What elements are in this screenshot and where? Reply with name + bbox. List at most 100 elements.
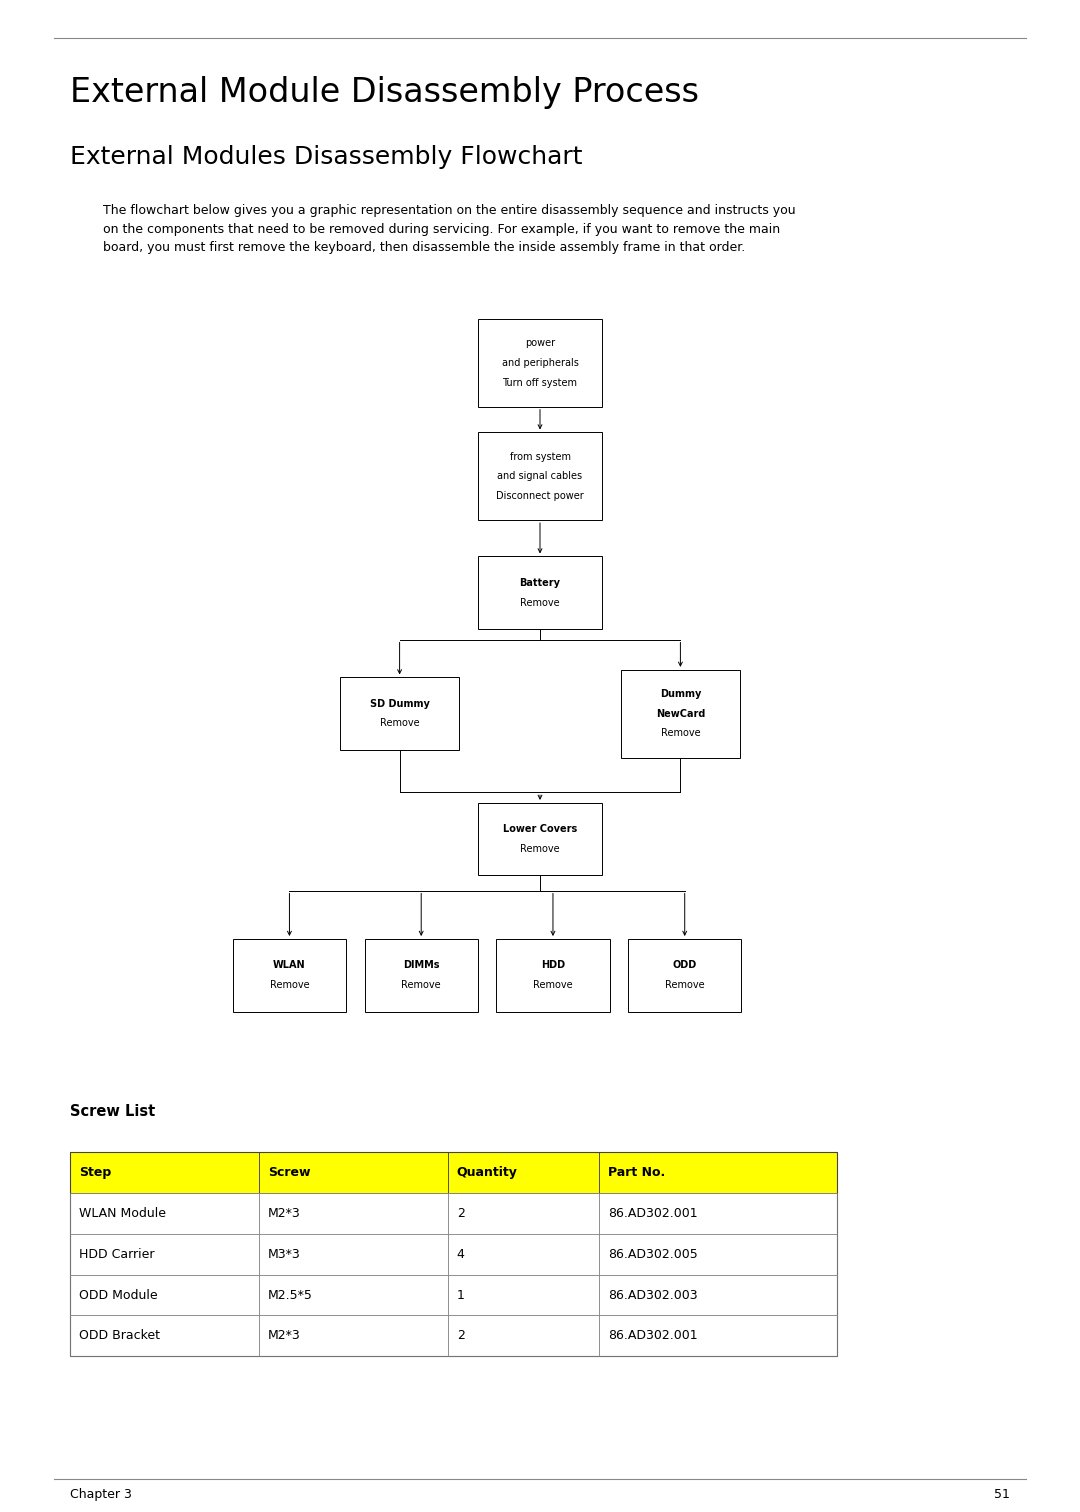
Text: Remove: Remove — [665, 980, 704, 990]
Text: Quantity: Quantity — [457, 1166, 517, 1179]
Bar — [599, 1193, 837, 1234]
Text: NewCard: NewCard — [656, 709, 705, 718]
Text: Remove: Remove — [270, 980, 309, 990]
Text: WLAN: WLAN — [273, 960, 306, 971]
Text: Screw List: Screw List — [70, 1104, 156, 1119]
Text: Remove: Remove — [521, 844, 559, 854]
Bar — [599, 1234, 837, 1275]
Text: The flowchart below gives you a graphic representation on the entire disassembly: The flowchart below gives you a graphic … — [103, 204, 795, 254]
Bar — [259, 1234, 448, 1275]
Text: Turn off system: Turn off system — [502, 378, 578, 387]
Bar — [259, 1152, 448, 1193]
Text: External Module Disassembly Process: External Module Disassembly Process — [70, 76, 699, 109]
Bar — [599, 1315, 837, 1356]
Bar — [599, 1152, 837, 1193]
Bar — [70, 1193, 259, 1234]
Bar — [599, 1275, 837, 1315]
Text: 86.AD302.005: 86.AD302.005 — [608, 1247, 698, 1261]
Text: Battery: Battery — [519, 578, 561, 588]
Bar — [70, 1275, 259, 1315]
Text: M2.5*5: M2.5*5 — [268, 1288, 313, 1302]
Bar — [629, 939, 741, 1012]
Text: 1: 1 — [457, 1288, 464, 1302]
Bar — [70, 1315, 259, 1356]
Text: and signal cables: and signal cables — [498, 472, 582, 481]
Bar — [70, 1152, 837, 1356]
Text: 86.AD302.003: 86.AD302.003 — [608, 1288, 698, 1302]
Bar — [448, 1315, 599, 1356]
Bar — [599, 1152, 837, 1193]
Bar — [448, 1315, 599, 1356]
Bar — [599, 1275, 837, 1315]
Bar — [70, 1193, 259, 1234]
Text: Disconnect power: Disconnect power — [496, 491, 584, 500]
Text: Screw: Screw — [268, 1166, 310, 1179]
Text: and peripherals: and peripherals — [501, 358, 579, 367]
Text: External Modules Disassembly Flowchart: External Modules Disassembly Flowchart — [70, 145, 583, 169]
Bar — [233, 939, 346, 1012]
Text: Dummy: Dummy — [660, 689, 701, 699]
Text: from system: from system — [510, 452, 570, 461]
Bar — [70, 1315, 259, 1356]
Text: M2*3: M2*3 — [268, 1329, 300, 1343]
Text: M2*3: M2*3 — [268, 1207, 300, 1220]
Bar — [448, 1275, 599, 1315]
Bar — [599, 1234, 837, 1275]
Bar — [477, 803, 602, 875]
Bar — [477, 432, 602, 520]
Bar — [365, 939, 477, 1012]
Bar — [448, 1152, 599, 1193]
Text: ODD Module: ODD Module — [79, 1288, 158, 1302]
Text: Remove: Remove — [534, 980, 572, 990]
Text: Remove: Remove — [521, 597, 559, 608]
Text: Chapter 3: Chapter 3 — [70, 1488, 132, 1501]
Bar — [259, 1275, 448, 1315]
Bar — [599, 1315, 837, 1356]
Bar — [448, 1193, 599, 1234]
Text: ODD Bracket: ODD Bracket — [79, 1329, 160, 1343]
Bar — [477, 556, 602, 629]
Text: 2: 2 — [457, 1207, 464, 1220]
Bar — [70, 1152, 259, 1193]
Bar — [621, 670, 740, 758]
Text: 2: 2 — [457, 1329, 464, 1343]
Text: HDD Carrier: HDD Carrier — [79, 1247, 154, 1261]
Bar — [259, 1193, 448, 1234]
Text: SD Dummy: SD Dummy — [369, 699, 430, 709]
Bar — [70, 1275, 259, 1315]
Text: HDD: HDD — [541, 960, 565, 971]
Bar — [259, 1315, 448, 1356]
Bar — [448, 1275, 599, 1315]
Text: Step: Step — [79, 1166, 111, 1179]
Text: ODD: ODD — [673, 960, 697, 971]
Text: 51: 51 — [994, 1488, 1010, 1501]
Bar — [259, 1193, 448, 1234]
Text: DIMMs: DIMMs — [403, 960, 440, 971]
Text: Remove: Remove — [661, 729, 700, 738]
Bar — [340, 677, 459, 750]
Bar — [259, 1275, 448, 1315]
Bar — [70, 1152, 259, 1193]
Text: power: power — [525, 339, 555, 348]
Text: 86.AD302.001: 86.AD302.001 — [608, 1329, 698, 1343]
Bar — [477, 319, 602, 407]
Text: Remove: Remove — [380, 718, 419, 729]
Bar — [448, 1193, 599, 1234]
Bar — [448, 1152, 599, 1193]
Bar — [497, 939, 610, 1012]
Text: Lower Covers: Lower Covers — [503, 824, 577, 835]
Text: 86.AD302.001: 86.AD302.001 — [608, 1207, 698, 1220]
Bar — [70, 1234, 259, 1275]
Bar — [599, 1193, 837, 1234]
Text: WLAN Module: WLAN Module — [79, 1207, 166, 1220]
Text: Remove: Remove — [402, 980, 441, 990]
Bar — [70, 1234, 259, 1275]
Bar — [448, 1234, 599, 1275]
Text: M3*3: M3*3 — [268, 1247, 300, 1261]
Bar — [259, 1234, 448, 1275]
Bar — [259, 1152, 448, 1193]
Bar — [259, 1315, 448, 1356]
Bar — [448, 1234, 599, 1275]
Text: Part No.: Part No. — [608, 1166, 665, 1179]
Text: 4: 4 — [457, 1247, 464, 1261]
